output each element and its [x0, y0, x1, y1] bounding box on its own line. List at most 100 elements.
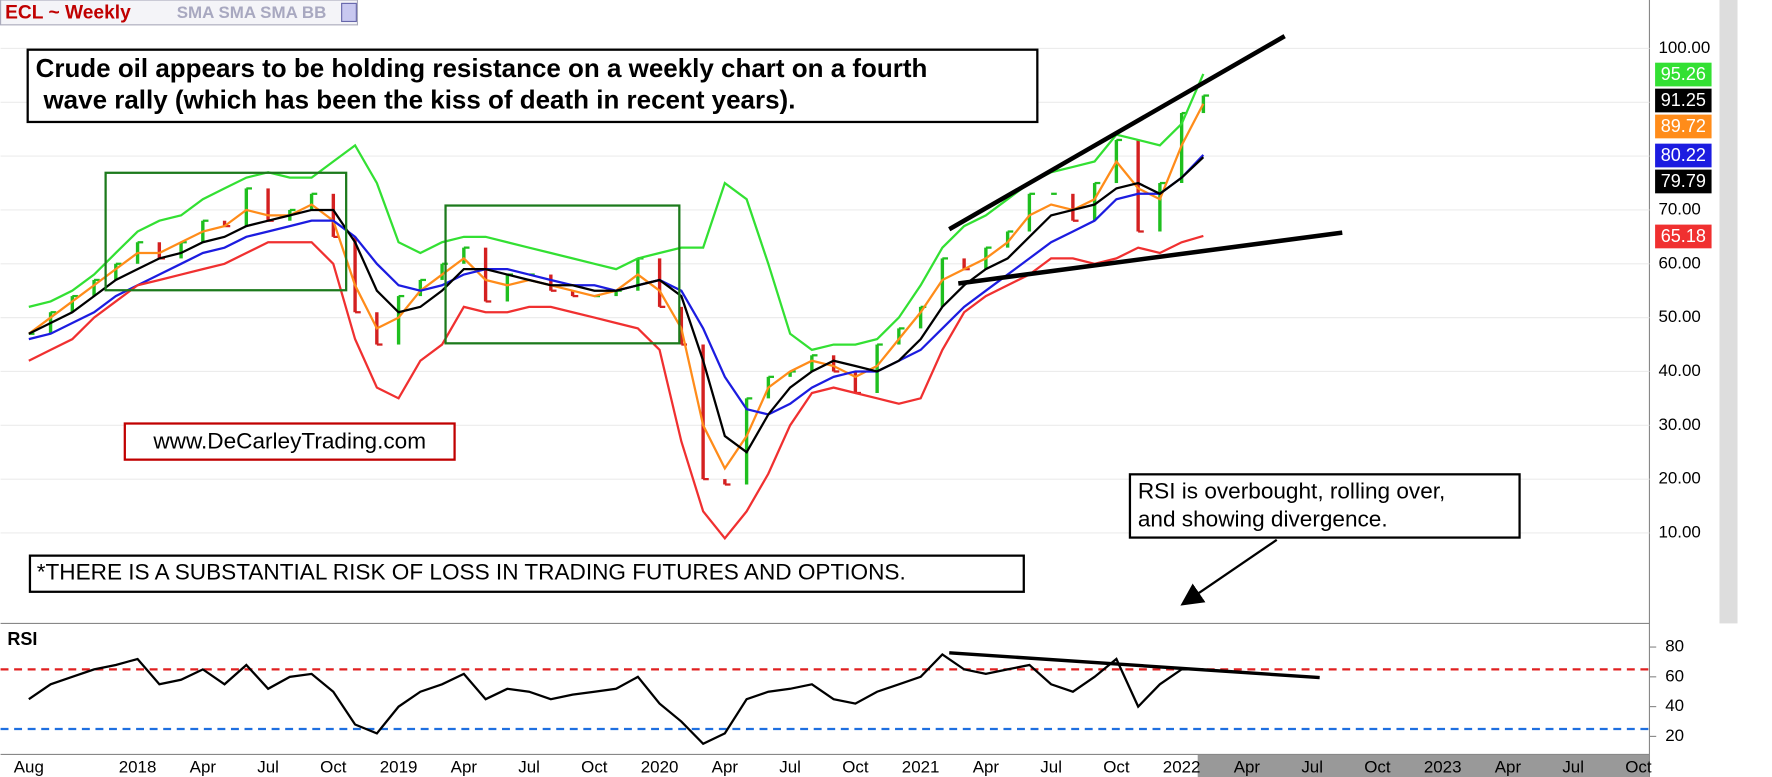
price-bar — [353, 236, 361, 314]
price-bar — [114, 262, 122, 280]
last-value-label: 95.26 — [1661, 64, 1706, 84]
headline-line: wave rally (which has been the kiss of d… — [42, 85, 795, 115]
x-tick-label: Oct — [1364, 757, 1391, 776]
rsi-tick-label: 60 — [1665, 666, 1684, 685]
x-tick-label: Apr — [973, 757, 1000, 776]
y-tick-label: 100.00 — [1658, 38, 1710, 57]
disclaimer-box — [28, 554, 1025, 593]
price-bar — [1092, 181, 1101, 221]
x-tick-label: Jul — [257, 757, 279, 776]
x-tick-label: 2019 — [380, 757, 418, 776]
symbol-title: ECL ~ Weekly — [5, 3, 131, 24]
last-value-box — [1655, 88, 1712, 113]
price-bar — [549, 274, 557, 292]
y-tick-label: 20.00 — [1658, 469, 1700, 488]
x-tick-label: Apr — [1234, 757, 1261, 776]
x-tick-label: Apr — [190, 757, 217, 776]
last-value-label: 79.79 — [1661, 171, 1706, 191]
rsi-trend-line — [949, 651, 1320, 680]
last-value-label: 89.72 — [1661, 116, 1706, 136]
last-value-label: 65.18 — [1661, 226, 1706, 246]
future-axis-shade — [1197, 754, 1650, 777]
x-tick-label: Oct — [581, 757, 608, 776]
price-bar — [897, 327, 905, 345]
indicator-line — [28, 156, 1205, 454]
price-bar — [701, 344, 709, 481]
consolidation-box — [444, 204, 681, 345]
price-bar — [940, 257, 949, 307]
price-bar — [875, 343, 883, 393]
x-tick-label: 2018 — [119, 757, 157, 776]
price-bar — [418, 278, 426, 297]
y-tick-label: 60.00 — [1658, 253, 1700, 272]
y-tick-label: 40.00 — [1658, 361, 1700, 380]
website-box — [123, 422, 456, 461]
x-tick-label: Oct — [842, 757, 869, 776]
rsi-note-line: and showing divergence. — [1138, 507, 1388, 532]
price-bar — [1136, 139, 1144, 233]
price-bar — [396, 294, 405, 345]
last-value-box — [1655, 169, 1712, 194]
x-tick-label: Jul — [1301, 757, 1323, 776]
x-tick-label: Jul — [1040, 757, 1062, 776]
x-tick-label: Apr — [1495, 757, 1522, 776]
price-bar — [1005, 230, 1014, 248]
price-bar — [70, 294, 78, 313]
last-value-box — [1655, 114, 1712, 139]
y-tick-label: 70.00 — [1658, 199, 1700, 218]
y-tick-label: 50.00 — [1658, 307, 1700, 326]
x-tick-label: Jul — [1562, 757, 1584, 776]
x-tick-label: 2023 — [1424, 757, 1462, 776]
price-bar — [657, 258, 666, 308]
price-bar — [744, 397, 753, 485]
headline-line: Crude oil appears to be holding resistan… — [36, 53, 928, 83]
x-tick-label: Jul — [779, 757, 801, 776]
last-value-label: 80.22 — [1661, 145, 1706, 165]
price-bar — [309, 192, 318, 210]
x-tick-label: 2022 — [1163, 757, 1201, 776]
x-tick-label: Apr — [451, 757, 478, 776]
price-bar — [723, 479, 731, 486]
study-list: SMA SMA SMA BB — [177, 3, 327, 22]
consolidation-box — [104, 171, 348, 292]
price-bar — [831, 355, 840, 373]
rsi-note-box — [1128, 473, 1521, 539]
arrow — [1180, 538, 1278, 606]
scrollbar[interactable] — [1719, 0, 1738, 624]
header-bar — [0, 0, 359, 26]
price-bar — [810, 354, 818, 372]
price-bar — [244, 187, 252, 227]
trend-line — [957, 230, 1343, 286]
disclaimer: *THERE IS A SUBSTANTIAL RISK OF LOSS IN … — [37, 560, 906, 585]
x-tick-label: Oct — [1103, 757, 1130, 776]
last-value-box — [1655, 224, 1712, 249]
value-labels: 95.26 91.25 89.72 80.22 79.79 65.18 — [1655, 62, 1712, 249]
x-tick-label: 2020 — [641, 757, 679, 776]
dropdown[interactable] — [341, 2, 357, 23]
y-tick-label: 10.00 — [1658, 522, 1700, 541]
last-value-label: 91.25 — [1661, 90, 1706, 110]
price-bar — [1071, 193, 1079, 222]
last-value-box — [1655, 62, 1712, 87]
website: www.DeCarleyTrading.com — [152, 429, 426, 454]
x-tick-label: Jul — [518, 757, 540, 776]
rsi-tick-label: 40 — [1665, 696, 1684, 715]
rsi-line — [28, 652, 1204, 746]
x-tick-label: Aug — [14, 757, 44, 776]
x-tick-label: 2021 — [902, 757, 940, 776]
price-bar — [1158, 181, 1166, 232]
price-bar — [462, 246, 470, 264]
last-value-box — [1655, 143, 1712, 168]
price-bar — [1027, 192, 1036, 232]
price-bar — [92, 278, 100, 297]
rsi-tick-label: 80 — [1665, 637, 1684, 656]
headline-box — [26, 48, 1039, 124]
indicator-line — [28, 73, 1205, 352]
price-bar — [483, 247, 492, 303]
x-tick-label: Apr — [712, 757, 739, 776]
rsi-tick-label: 20 — [1665, 726, 1684, 745]
trend-line — [948, 34, 1286, 232]
rsi-note-line: RSI is overbought, rolling over, — [1138, 478, 1445, 503]
